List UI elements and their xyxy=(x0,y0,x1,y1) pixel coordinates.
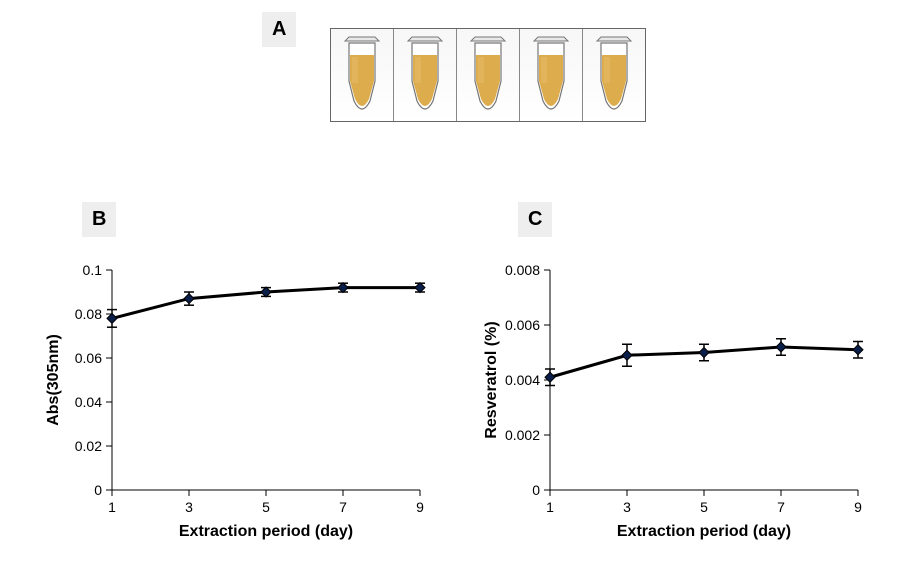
abs-chart-ytick-label: 0 xyxy=(94,482,102,498)
abs-chart-marker xyxy=(184,294,194,304)
abs-chart-ytick-label: 0.06 xyxy=(75,350,102,366)
abs-chart-ytick-label: 0.1 xyxy=(83,262,103,278)
panel-label-c: C xyxy=(518,202,552,237)
abs-chart-svg: 0 0.02 0.04 0.06 0.08 0.1 1 3 5 7 9 Extraction peri… xyxy=(40,250,440,550)
chart-resveratrol: 0 0.002 0.004 0.006 0.008 1 3 5 7 9 Extraction per… xyxy=(478,250,878,550)
abs-chart-xtick-label: 5 xyxy=(262,499,270,515)
abs-chart-xtick-label: 3 xyxy=(185,499,193,515)
figure-canvas: A B C 0 0.02 0.04 0.06 0.08 0.1 1 3 5 7 9 Extractio… xyxy=(0,0,909,574)
resveratrol-chart-marker xyxy=(853,345,863,355)
resveratrol-chart-marker xyxy=(699,348,709,358)
abs-chart-xtick-label: 9 xyxy=(416,499,424,515)
resveratrol-chart-xtick-label: 3 xyxy=(623,499,631,515)
resveratrol-chart-y-axis-title: Resveratrol (%) xyxy=(483,321,500,438)
panel-label-b: B xyxy=(82,202,116,237)
abs-chart-marker xyxy=(107,313,117,323)
resveratrol-chart-x-axis-title: Extraction period (day) xyxy=(617,523,791,540)
tubes-panel xyxy=(330,28,646,122)
resveratrol-chart-marker xyxy=(776,342,786,352)
abs-chart-marker xyxy=(338,283,348,293)
tube-cell xyxy=(519,29,582,121)
chart-abs-305nm: 0 0.02 0.04 0.06 0.08 0.1 1 3 5 7 9 Extraction peri… xyxy=(40,250,440,550)
abs-chart-ytick-label: 0.08 xyxy=(75,306,102,322)
resveratrol-chart-ytick-label: 0.002 xyxy=(505,427,540,443)
tube-cell xyxy=(582,29,645,121)
resveratrol-chart-xtick-label: 5 xyxy=(700,499,708,515)
resveratrol-chart-xtick-label: 1 xyxy=(546,499,554,515)
resveratrol-chart-xtick-label: 7 xyxy=(777,499,785,515)
resveratrol-chart-marker xyxy=(622,350,632,360)
resveratrol-chart-ytick-label: 0.006 xyxy=(505,317,540,333)
tube-cell xyxy=(393,29,456,121)
tube-cell xyxy=(456,29,519,121)
resveratrol-chart-ytick-label: 0.004 xyxy=(505,372,540,388)
abs-chart-ytick-label: 0.04 xyxy=(75,394,102,410)
tube-cell xyxy=(331,29,393,121)
abs-chart-ytick-label: 0.02 xyxy=(75,438,102,454)
resveratrol-chart-ytick-label: 0.008 xyxy=(505,262,540,278)
abs-chart-xtick-label: 1 xyxy=(108,499,116,515)
abs-chart-marker xyxy=(261,287,271,297)
resveratrol-chart-ytick-label: 0 xyxy=(532,482,540,498)
resveratrol-chart-svg: 0 0.002 0.004 0.006 0.008 1 3 5 7 9 Extraction per… xyxy=(478,250,878,550)
abs-chart-x-axis-title: Extraction period (day) xyxy=(179,523,353,540)
abs-chart-xtick-label: 7 xyxy=(339,499,347,515)
resveratrol-chart-xtick-label: 9 xyxy=(854,499,862,515)
panel-label-a: A xyxy=(262,12,296,47)
abs-chart-y-axis-title: Abs(305nm) xyxy=(45,334,62,426)
resveratrol-chart-marker xyxy=(545,372,555,382)
abs-chart-marker xyxy=(415,283,425,293)
